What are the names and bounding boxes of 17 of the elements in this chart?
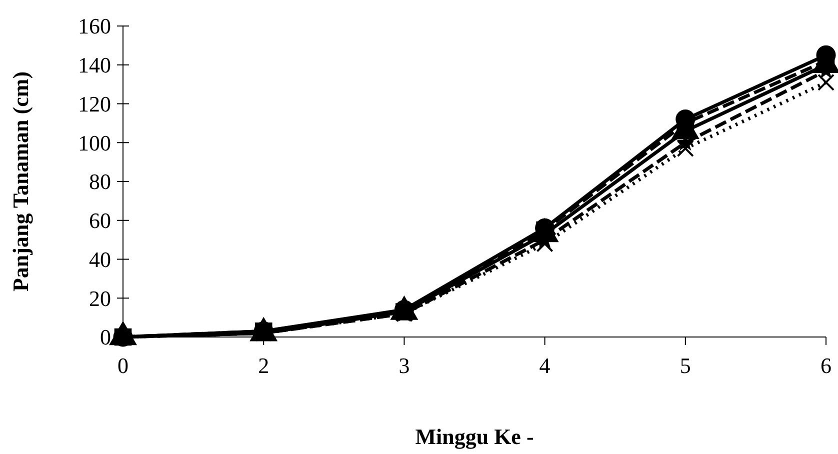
x-tick-label: 5 bbox=[680, 353, 691, 378]
x-tick-label: 3 bbox=[398, 353, 410, 378]
y-tick-label: 0 bbox=[100, 324, 111, 350]
y-tick-label: 20 bbox=[89, 286, 111, 311]
y-tick-label: 60 bbox=[89, 208, 111, 234]
y-tick-label: 80 bbox=[89, 169, 111, 194]
y-tick-label: 40 bbox=[89, 246, 111, 272]
x-tick-label: 4 bbox=[539, 353, 550, 378]
y-tick-label: 120 bbox=[78, 91, 111, 116]
y-tick-label: 160 bbox=[78, 14, 111, 39]
x-tick-label: 2 bbox=[258, 353, 270, 378]
x-tick-label: 6 bbox=[820, 353, 832, 378]
x-tick-label: 0 bbox=[118, 353, 128, 378]
y-axis-title: Panjang Tanaman (cm) bbox=[8, 71, 33, 292]
y-tick-label: 140 bbox=[78, 52, 111, 78]
y-tick-label: 100 bbox=[78, 130, 111, 156]
x-axis-title: Minggu Ke - bbox=[415, 424, 534, 449]
